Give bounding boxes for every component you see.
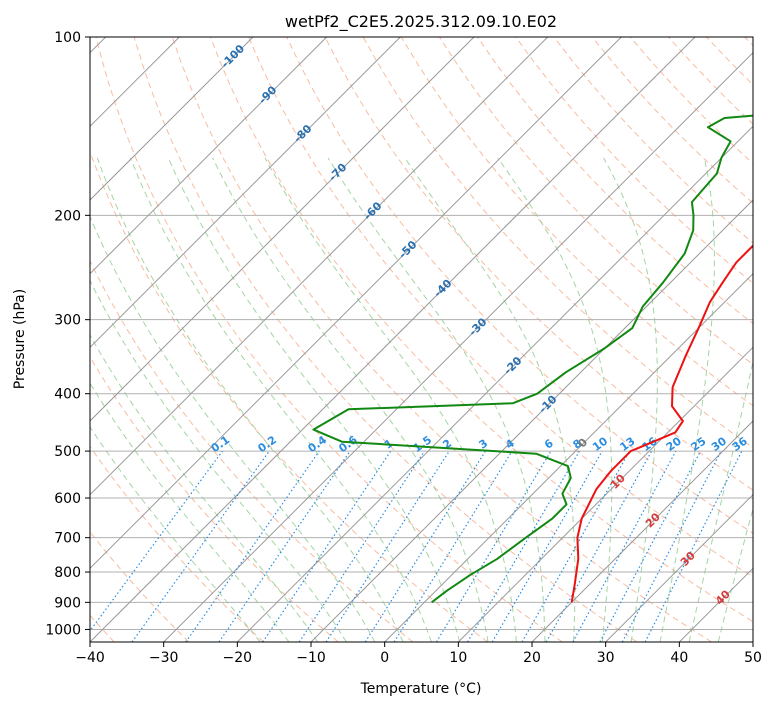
mixing-ratio-line — [393, 450, 513, 642]
mixing-ratio-line — [185, 450, 320, 642]
plot-frame — [89, 36, 754, 643]
y-tick-label: 900 — [54, 595, 81, 611]
isotherm-gridline — [90, 37, 549, 496]
x-tick-label: 10 — [449, 650, 467, 666]
dry-adiabat — [90, 259, 414, 642]
isotherm-gridline — [163, 51, 753, 642]
isotherm-gridline — [90, 37, 696, 642]
moist-adiabat — [659, 157, 716, 642]
moist-adiabat — [90, 382, 290, 642]
isotherm-gridline — [90, 37, 475, 422]
moist-adiabat — [90, 279, 347, 642]
moist-adiabat — [404, 157, 576, 642]
x-tick-label: −30 — [149, 650, 179, 666]
y-tick-label: 500 — [54, 444, 81, 460]
dry-adiabat — [95, 37, 563, 642]
mixing-ratio-line — [572, 450, 677, 642]
isotherm-gridline — [310, 199, 753, 642]
y-tick-label: 800 — [54, 565, 81, 581]
isotherm-gridline — [90, 37, 401, 349]
dry-adiabat — [248, 37, 753, 578]
y-tick-label: 700 — [54, 531, 81, 547]
dry-adiabat — [286, 37, 753, 534]
mixing-ratio-line — [521, 450, 631, 642]
moist-adiabat — [327, 157, 546, 642]
isotherm-gridline — [605, 493, 753, 642]
mixing-ratio-line — [466, 450, 580, 642]
moist-adiabat — [264, 157, 517, 642]
isotherm-gridline — [531, 420, 753, 642]
x-tick-label: −40 — [75, 650, 105, 666]
isotherm-gridline — [90, 37, 622, 570]
x-tick-label: 30 — [597, 650, 615, 666]
dewpoint-profile-line — [312, 114, 753, 604]
dry-adiabat — [171, 37, 712, 642]
x-tick-label: −10 — [296, 650, 326, 666]
x-axis-label: Temperature (°C) — [360, 681, 482, 697]
mixing-ratio-line — [545, 450, 653, 642]
moist-adiabat — [90, 334, 319, 642]
moist-adiabat — [497, 157, 613, 642]
y-tick-label: 600 — [54, 491, 81, 507]
isotherm-gridline — [90, 37, 328, 275]
x-tick-label: 40 — [670, 650, 688, 666]
isotherm-gridline — [457, 346, 753, 642]
mixing-ratio-line — [325, 450, 450, 642]
mixing-ratio-line — [364, 450, 486, 642]
y-tick-label: 1000 — [45, 622, 81, 638]
y-tick-label: 100 — [54, 30, 81, 46]
dry-adiabat — [515, 37, 753, 284]
mixing-ratio-line — [491, 450, 603, 642]
x-tick-label: −20 — [223, 650, 253, 666]
temperature-profile-line — [570, 244, 753, 603]
x-tick-label: 20 — [523, 650, 541, 666]
dry-adiabat — [210, 37, 753, 623]
isotherm-gridline — [384, 272, 753, 642]
isotherm-gridline — [236, 125, 753, 642]
x-tick-label: 0 — [380, 650, 389, 666]
dry-adiabat — [324, 37, 753, 491]
dry-adiabat — [90, 445, 264, 642]
y-tick-label: 400 — [54, 387, 81, 403]
y-tick-label: 300 — [54, 313, 81, 329]
chart-title: wetPf2_C2E5.2025.312.09.10.E02 — [285, 12, 557, 32]
isotherm-gridline — [90, 37, 254, 201]
y-axis-label: Pressure (hPa) — [12, 289, 28, 389]
dry-adiabat — [90, 356, 339, 642]
mixing-ratio-line — [435, 450, 552, 642]
x-tick-label: 50 — [744, 650, 762, 666]
mixing-ratio-line — [218, 450, 351, 642]
y-tick-label: 200 — [54, 208, 81, 224]
